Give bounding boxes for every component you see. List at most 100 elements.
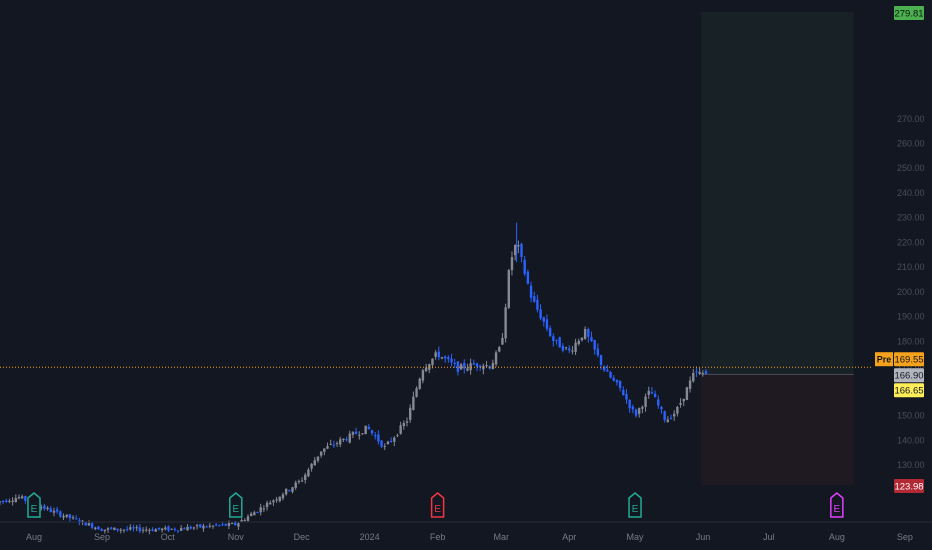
earnings-letter: E [232,504,239,515]
candle-body [94,527,97,530]
candle [186,523,189,531]
candle-body [46,507,49,510]
candle [618,380,622,392]
candle [205,525,208,528]
candle-body [590,337,593,342]
candle-body [199,524,202,528]
earnings-marker[interactable]: E [628,492,642,518]
y-tick-label: 150.00 [897,411,925,421]
candle-body [431,358,434,366]
candle [259,503,262,516]
candle-body [638,408,641,414]
earnings-marker[interactable]: E [430,492,445,518]
candle [173,527,177,532]
earnings-icon [229,492,243,518]
candle [94,526,97,531]
candle [625,389,628,405]
y-tick-label: 200.00 [897,287,925,297]
earnings-marker[interactable]: E [27,492,41,518]
candle-body [49,508,52,512]
candle-body [542,317,545,322]
x-tick-label: 2024 [360,532,380,542]
candle [199,523,202,529]
candle [326,442,329,450]
target-price-tag-text: 279.81 [894,9,923,20]
candle [434,350,437,360]
candle [609,370,612,379]
candle [558,336,561,348]
candle [548,325,552,338]
candle [459,362,463,370]
candle [125,526,129,532]
candle-body [469,363,472,371]
candle [116,528,119,533]
candle [386,440,390,445]
candle-body [256,511,259,513]
candle [24,495,27,504]
candle-body [202,525,205,529]
y-axis[interactable]: 130.00140.00150.00160.00170.00180.00190.… [897,114,925,470]
candle [574,338,577,356]
candle [354,427,358,435]
candle [663,410,666,423]
x-tick-label: Feb [430,532,446,542]
candle [278,496,281,503]
earnings-icon [830,492,844,518]
candle [676,405,679,417]
candle-body [523,259,526,274]
candle-body [259,507,262,513]
candle [396,433,399,438]
candle-body [265,502,269,508]
candle [475,362,479,372]
candle-body [536,299,539,310]
candle-body [71,517,75,519]
candle [542,316,545,327]
earnings-marker[interactable]: E [229,492,243,518]
candle [580,337,584,342]
candle [523,255,526,277]
candle [119,527,122,534]
candle [692,368,695,383]
candle [641,405,644,414]
candle [660,405,663,414]
candle-body [529,285,533,298]
candle-body [622,389,625,396]
candle-body [154,529,157,532]
candle [469,358,472,375]
candle [644,393,647,412]
y-tick-label: 240.00 [897,188,925,198]
candle-body [0,501,2,503]
candle [529,281,533,303]
candle-body [132,527,135,529]
candle-body [284,488,288,495]
candle [43,503,46,511]
candle [160,527,164,533]
candle [208,523,212,529]
candle [97,526,100,530]
x-axis[interactable]: Aug Sep Oct Nov Dec 2024 Feb Mar Apr May Jun Jul Aug… [0,521,932,542]
candle [596,343,600,358]
candle-body [580,337,584,341]
candle-body [138,527,142,532]
earnings-marker[interactable]: E [830,492,844,518]
candle-body [418,378,421,389]
candle [87,520,91,526]
candle [348,430,351,444]
candle-body [599,355,603,365]
candle-body [561,345,565,351]
candle [536,294,539,313]
candle [183,527,186,530]
candle [389,437,393,443]
candle-body [513,244,517,256]
candle-body [151,529,154,531]
candle [628,399,631,413]
candle [154,528,157,532]
candle-body [205,526,208,528]
candle-body [625,393,628,400]
candle-body [634,409,638,416]
candle-body [517,245,520,247]
candle [281,492,285,501]
candle [533,291,536,303]
